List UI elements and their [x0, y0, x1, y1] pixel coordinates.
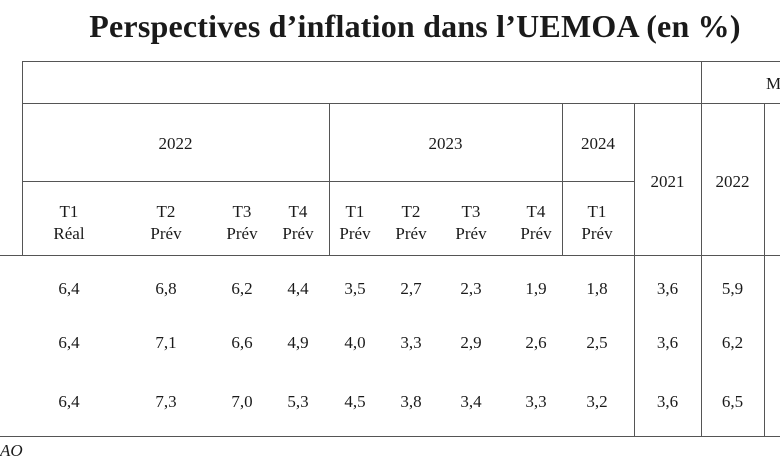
table-cell: 6,4 — [58, 333, 80, 352]
table-cell: 5,3 — [287, 392, 309, 411]
table-cell: 3,2 — [586, 392, 608, 411]
quarter-header: T3 Prév — [455, 202, 487, 243]
table-cell: 6,6 — [231, 333, 253, 352]
source-note: AO — [0, 441, 23, 460]
rule-2024-2021 — [634, 103, 635, 436]
table-cell: 3,6 — [656, 333, 679, 352]
table-cell: 3,3 — [525, 392, 547, 411]
table-cell: 4,5 — [344, 392, 366, 411]
table-cell: 3,5 — [344, 279, 366, 298]
rule-header-bottom — [0, 255, 780, 256]
table-cell: 4,4 — [287, 279, 309, 298]
table-cell: 6,5 — [721, 392, 744, 411]
top-right-label: M — [766, 74, 780, 93]
quarter-header: T4 Prév — [282, 202, 314, 243]
table-cell: 2,5 — [586, 333, 608, 352]
col-header-2021: 2021 — [650, 172, 685, 191]
rule-bottom — [0, 436, 780, 437]
rule-left-header — [22, 103, 23, 255]
quarter-header: T4 Prév — [520, 202, 552, 243]
quarter-header: T1 Réal — [53, 202, 85, 243]
rule-right-edge — [764, 103, 765, 436]
table-cell: 3,6 — [656, 392, 679, 411]
year-header-2023: 2023 — [428, 134, 463, 153]
table-cell: 7,0 — [231, 392, 253, 411]
table-cell: 3,3 — [400, 333, 422, 352]
table-title: Perspectives d’inflation dans l’UEMOA (e… — [89, 8, 741, 44]
table-cell: 3,6 — [656, 279, 679, 298]
quarter-header: T2 Prév — [395, 202, 427, 243]
table-cell: 7,1 — [155, 333, 177, 352]
table-cell: 2,7 — [400, 279, 422, 298]
table-cell: 1,8 — [586, 279, 608, 298]
table-cell: 3,8 — [400, 392, 422, 411]
table-cell: 4,0 — [344, 333, 366, 352]
table-cell: 2,6 — [525, 333, 547, 352]
table-cell: 2,9 — [460, 333, 482, 352]
table-cell: 3,4 — [460, 392, 482, 411]
rule-2021-2022 — [701, 103, 702, 436]
table-cell: 2,3 — [460, 279, 482, 298]
rule-left-top — [22, 61, 23, 103]
rule-year-bottom — [22, 181, 634, 182]
quarter-header: T3 Prév — [226, 202, 258, 243]
quarter-header: T1 Prév — [339, 202, 371, 243]
quarter-header: T1 Prév — [581, 202, 613, 243]
rule-right-top — [701, 61, 702, 103]
table-cell: 6,2 — [231, 279, 253, 298]
table-cell: 6,8 — [155, 279, 177, 298]
table-cell: 5,9 — [721, 279, 744, 298]
table-cell: 1,9 — [525, 279, 547, 298]
rule-header-top — [22, 103, 780, 104]
rule-2023-2024 — [562, 103, 563, 255]
quarter-header: T2 Prév — [150, 202, 182, 243]
year-header-2022: 2022 — [158, 134, 193, 153]
year-header-2024: 2024 — [581, 134, 615, 153]
table-cell: 6,2 — [721, 333, 744, 352]
col-header-2022: 2022 — [715, 172, 750, 191]
table-cell: 4,9 — [287, 333, 309, 352]
rule-2022-2023 — [329, 103, 330, 255]
table-cell: 6,4 — [58, 279, 80, 298]
rule-top — [22, 61, 780, 62]
table-cell: 6,4 — [58, 392, 80, 411]
table-cell: 7,3 — [155, 392, 177, 411]
